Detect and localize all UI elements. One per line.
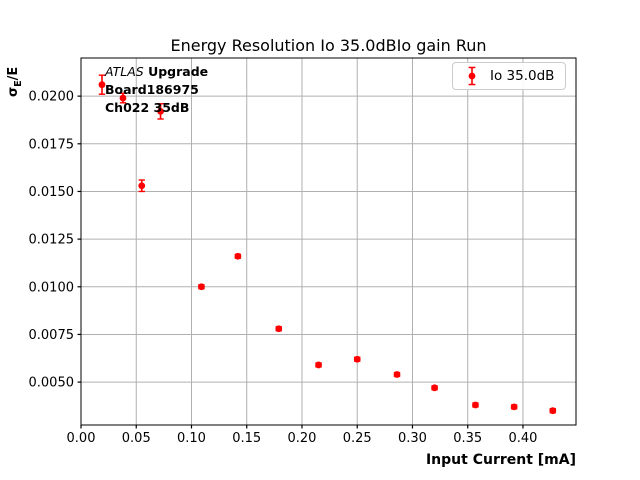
data-point	[198, 283, 205, 291]
y-tick-label: 0.0150	[29, 185, 75, 200]
data-point	[472, 401, 479, 409]
y-axis-label: σE/E	[6, 51, 24, 113]
data-point	[510, 403, 518, 411]
x-tick-label: 0.00	[67, 431, 96, 446]
y-tick-label: 0.0050	[29, 376, 75, 391]
legend: Io 35.0dB	[452, 62, 566, 90]
x-tick-label: 0.05	[122, 431, 151, 446]
y-axis-label-subscript: E	[12, 80, 24, 87]
data-point	[393, 371, 401, 378]
y-tick-label: 0.0100	[29, 280, 75, 295]
y-tick-label: 0.0075	[29, 328, 75, 343]
data-point	[275, 325, 283, 333]
data-point	[119, 94, 127, 102]
axes-spines	[80, 57, 577, 426]
x-tick-label: 0.20	[288, 431, 317, 446]
annotation-line-3: Ch022 35dB	[105, 100, 190, 115]
x-axis-label: Input Current [mA]	[425, 452, 576, 468]
data-point	[315, 361, 322, 369]
data-point	[138, 182, 146, 190]
data-point	[431, 384, 438, 392]
x-tick-label: 0.25	[343, 431, 372, 446]
x-tick-label: 0.40	[508, 431, 537, 446]
data-point	[353, 355, 361, 363]
annotation-block: ATLAS Upgrade Board186975 Ch022 35dB	[105, 63, 208, 117]
y-tick-label: 0.0200	[29, 90, 75, 105]
annotation-atlas: ATLAS	[105, 64, 144, 79]
x-tick-label: 0.10	[177, 431, 206, 446]
legend-errorbar-marker-icon	[468, 66, 476, 86]
x-tick-label: 0.35	[453, 431, 482, 446]
legend-label: Io 35.0dB	[490, 68, 555, 84]
y-axis-label-sigma: σ	[6, 86, 22, 97]
y-axis-label-rest: /E	[6, 66, 22, 81]
annotation-upgrade: Upgrade	[143, 64, 209, 79]
x-tick-label: 0.15	[232, 431, 261, 446]
data-point	[157, 107, 164, 115]
chart-title: Energy Resolution Io 35.0dBIo gain Run	[170, 36, 487, 55]
annotation-line-1: ATLAS Upgrade	[105, 63, 208, 81]
x-tick-label: 0.30	[398, 431, 427, 446]
data-point	[98, 81, 106, 89]
annotation-line-2: Board186975	[105, 82, 199, 97]
y-tick-label: 0.0125	[29, 233, 75, 248]
data-point	[549, 407, 557, 415]
y-tick-label: 0.0175	[29, 137, 75, 152]
data-point	[234, 252, 242, 260]
